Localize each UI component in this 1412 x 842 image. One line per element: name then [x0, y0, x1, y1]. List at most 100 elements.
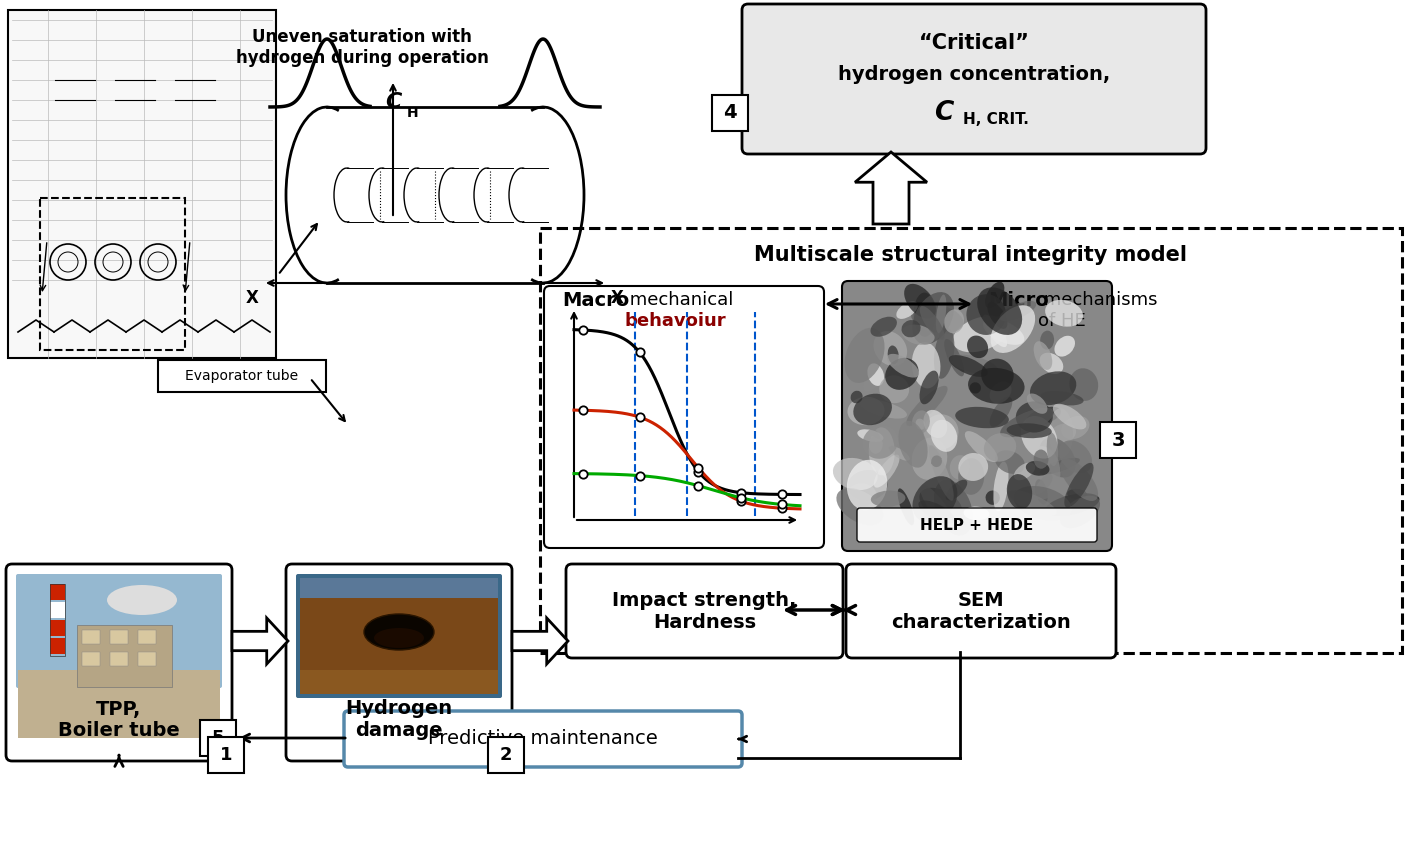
- Ellipse shape: [950, 456, 970, 479]
- Text: TPP,
Boiler tube: TPP, Boiler tube: [58, 700, 179, 740]
- Ellipse shape: [833, 458, 878, 490]
- Bar: [299, 578, 498, 598]
- Ellipse shape: [1007, 474, 1032, 509]
- Ellipse shape: [844, 328, 884, 383]
- Text: Evaporator tube: Evaporator tube: [185, 369, 298, 383]
- FancyBboxPatch shape: [6, 564, 232, 761]
- Ellipse shape: [1027, 393, 1048, 413]
- Ellipse shape: [912, 342, 940, 388]
- Ellipse shape: [983, 318, 1024, 345]
- Ellipse shape: [1062, 416, 1090, 440]
- Ellipse shape: [870, 435, 882, 454]
- Ellipse shape: [959, 453, 988, 481]
- Bar: [138, 630, 155, 644]
- Text: C: C: [935, 100, 953, 126]
- Ellipse shape: [888, 446, 909, 461]
- Ellipse shape: [850, 391, 863, 403]
- Ellipse shape: [1067, 489, 1087, 499]
- Ellipse shape: [1059, 440, 1091, 473]
- Ellipse shape: [931, 420, 957, 452]
- Ellipse shape: [987, 302, 1008, 329]
- Ellipse shape: [921, 485, 956, 533]
- Bar: [49, 584, 65, 600]
- Bar: [299, 590, 498, 670]
- Ellipse shape: [1039, 353, 1063, 374]
- Bar: [8, 10, 275, 358]
- Ellipse shape: [1014, 462, 1035, 480]
- Ellipse shape: [1035, 479, 1048, 504]
- Bar: [82, 652, 100, 666]
- Ellipse shape: [887, 354, 919, 377]
- Ellipse shape: [1055, 336, 1075, 357]
- Text: hydrogen concentration,: hydrogen concentration,: [837, 66, 1110, 84]
- Ellipse shape: [918, 500, 955, 524]
- Bar: [539, 228, 1402, 653]
- Ellipse shape: [1000, 408, 1053, 437]
- Bar: [49, 638, 65, 654]
- Text: behavoiur: behavoiur: [624, 312, 726, 330]
- FancyBboxPatch shape: [741, 4, 1206, 154]
- Text: H, CRIT.: H, CRIT.: [963, 113, 1029, 127]
- Ellipse shape: [912, 438, 947, 480]
- Ellipse shape: [912, 477, 957, 523]
- Bar: [138, 652, 155, 666]
- Ellipse shape: [986, 282, 1004, 308]
- Ellipse shape: [836, 488, 884, 525]
- FancyBboxPatch shape: [345, 711, 741, 767]
- Ellipse shape: [1007, 424, 1052, 438]
- Ellipse shape: [901, 320, 921, 338]
- Ellipse shape: [1065, 463, 1093, 508]
- Ellipse shape: [1045, 300, 1083, 327]
- Ellipse shape: [915, 418, 925, 429]
- Ellipse shape: [1021, 416, 1058, 459]
- Text: X: X: [246, 289, 258, 307]
- Ellipse shape: [923, 410, 947, 438]
- Ellipse shape: [1035, 474, 1052, 494]
- Text: of HE: of HE: [1038, 312, 1086, 330]
- Ellipse shape: [1029, 371, 1076, 405]
- Ellipse shape: [1027, 407, 1060, 426]
- Text: 1: 1: [220, 746, 232, 764]
- Ellipse shape: [949, 355, 987, 377]
- Ellipse shape: [897, 301, 918, 319]
- Ellipse shape: [1015, 402, 1053, 433]
- Ellipse shape: [863, 425, 898, 459]
- Bar: [49, 584, 65, 656]
- Ellipse shape: [919, 370, 939, 404]
- Text: Impact strength,
Hardness: Impact strength, Hardness: [613, 590, 796, 632]
- Text: mechanisms: mechanisms: [1038, 291, 1158, 309]
- Ellipse shape: [1041, 391, 1083, 406]
- Ellipse shape: [874, 331, 907, 366]
- Ellipse shape: [932, 456, 942, 467]
- Ellipse shape: [847, 483, 877, 506]
- Ellipse shape: [374, 628, 424, 648]
- Ellipse shape: [959, 458, 984, 495]
- Bar: [489, 737, 524, 773]
- Ellipse shape: [1041, 331, 1055, 349]
- Ellipse shape: [874, 455, 899, 488]
- Ellipse shape: [966, 294, 1007, 335]
- Ellipse shape: [983, 315, 1007, 347]
- Text: Macro: Macro: [562, 290, 630, 310]
- Ellipse shape: [1046, 433, 1058, 466]
- Ellipse shape: [1034, 450, 1048, 469]
- Text: Uneven saturation with
hydrogen during operation: Uneven saturation with hydrogen during o…: [236, 28, 489, 67]
- Ellipse shape: [1039, 458, 1080, 474]
- Ellipse shape: [945, 309, 964, 333]
- Text: Multiscale structural integrity model: Multiscale structural integrity model: [754, 245, 1187, 265]
- Ellipse shape: [977, 287, 1022, 335]
- Text: “Critical”: “Critical”: [919, 33, 1029, 53]
- Ellipse shape: [969, 368, 1025, 404]
- Ellipse shape: [990, 381, 1011, 403]
- Ellipse shape: [1069, 368, 1099, 401]
- Bar: [110, 652, 128, 666]
- Ellipse shape: [1049, 424, 1076, 444]
- Ellipse shape: [898, 488, 914, 525]
- Text: HELP + HEDE: HELP + HEDE: [921, 518, 1034, 532]
- Bar: [49, 620, 65, 636]
- Ellipse shape: [949, 354, 998, 375]
- FancyBboxPatch shape: [842, 281, 1113, 551]
- Ellipse shape: [847, 470, 888, 501]
- Ellipse shape: [860, 399, 907, 418]
- Ellipse shape: [986, 490, 1000, 505]
